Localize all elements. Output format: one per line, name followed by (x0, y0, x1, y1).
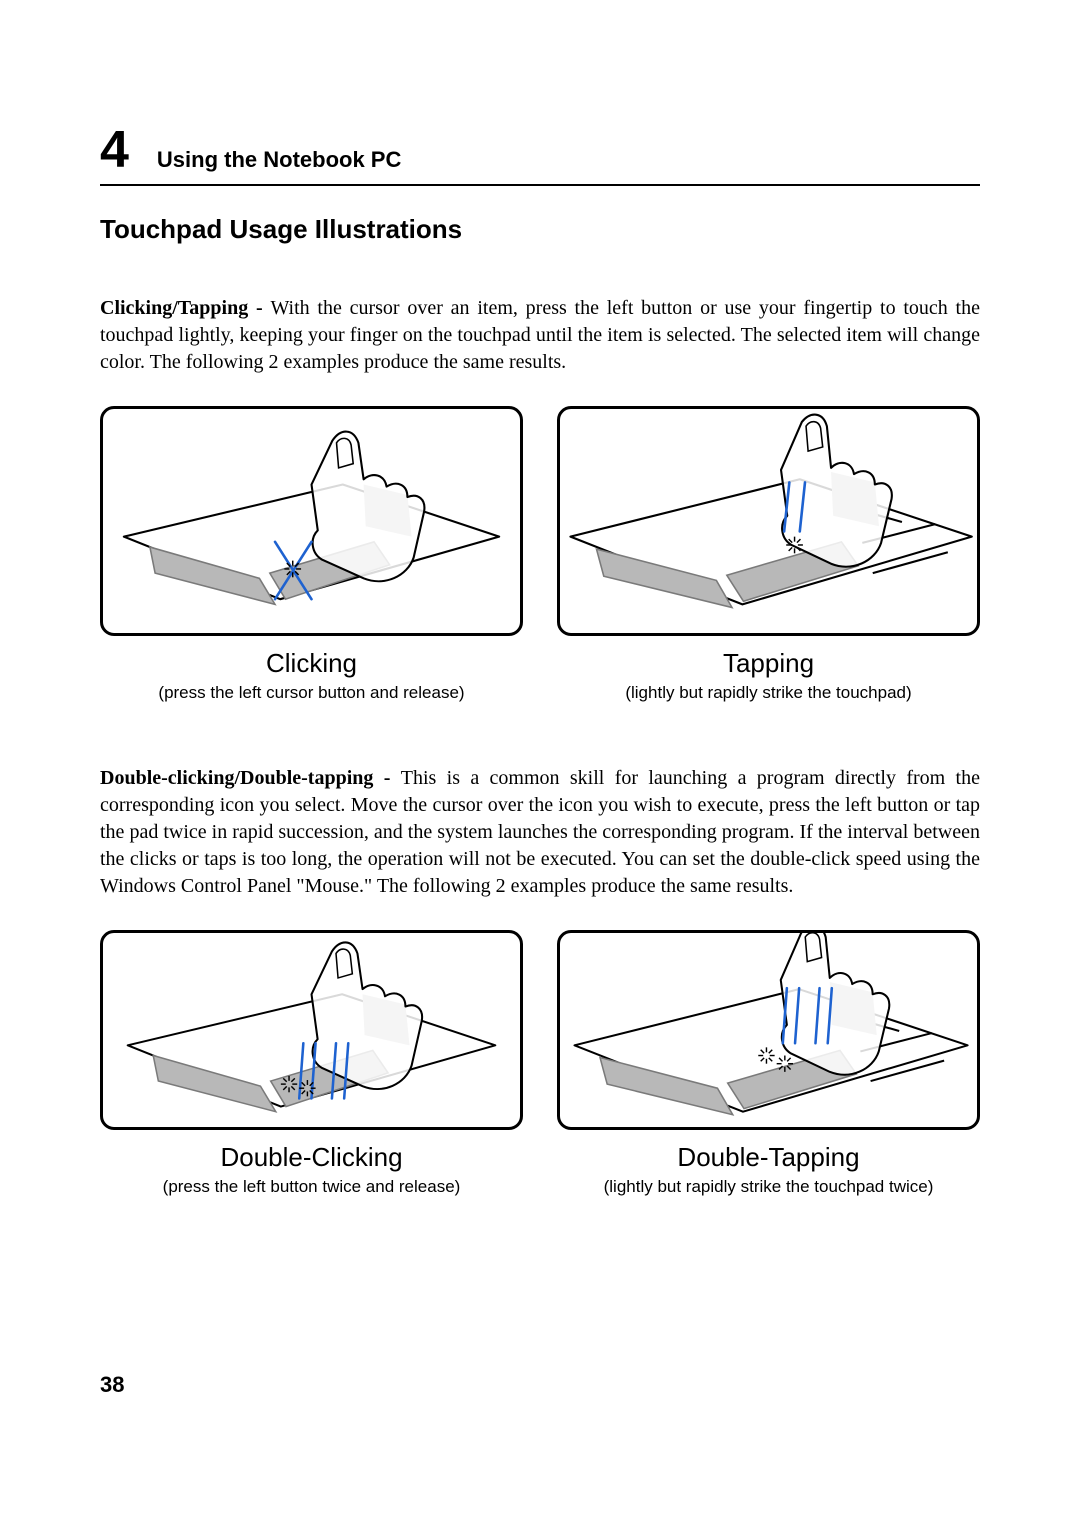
para2-lead: Double-clicking/Double-tapping - (100, 767, 401, 789)
clicking-title: Clicking (100, 648, 523, 679)
double-tapping-illustration (557, 930, 980, 1130)
paragraph-clicking: Clicking/Tapping - With the cursor over … (100, 295, 980, 376)
paragraph-doubleclicking: Double-clicking/Double-tapping - This is… (100, 765, 980, 900)
double-clicking-sub: (press the left button twice and release… (100, 1177, 523, 1197)
double-clicking-svg (103, 933, 520, 1127)
tapping-svg (560, 409, 977, 633)
chapter-title: Using the Notebook PC (157, 147, 401, 173)
tapping-title: Tapping (557, 648, 980, 679)
diagram-double-tapping: Double-Tapping (lightly but rapidly stri… (557, 930, 980, 1197)
chapter-header: 4 Using the Notebook PC (100, 120, 980, 186)
clicking-sub: (press the left cursor button and releas… (100, 683, 523, 703)
diagram-tapping: Tapping (lightly but rapidly strike the … (557, 406, 980, 703)
section-title: Touchpad Usage Illustrations (100, 214, 980, 245)
manual-page: 4 Using the Notebook PC Touchpad Usage I… (0, 0, 1080, 1277)
double-tapping-title: Double-Tapping (557, 1142, 980, 1173)
double-tapping-svg (560, 933, 977, 1127)
tapping-sub: (lightly but rapidly strike the touchpad… (557, 683, 980, 703)
double-clicking-title: Double-Clicking (100, 1142, 523, 1173)
para1-lead: Clicking/Tapping - (100, 297, 270, 319)
double-tapping-sub: (lightly but rapidly strike the touchpad… (557, 1177, 980, 1197)
double-clicking-illustration (100, 930, 523, 1130)
clicking-svg (103, 409, 520, 633)
diagram-double-clicking: Double-Clicking (press the left button t… (100, 930, 523, 1197)
diagram-clicking: Clicking (press the left cursor button a… (100, 406, 523, 703)
diagram-row-2: Double-Clicking (press the left button t… (100, 930, 980, 1197)
chapter-number: 4 (100, 120, 129, 180)
clicking-illustration (100, 406, 523, 636)
tapping-illustration (557, 406, 980, 636)
diagram-row-1: Clicking (press the left cursor button a… (100, 406, 980, 703)
page-number: 38 (100, 1372, 124, 1398)
